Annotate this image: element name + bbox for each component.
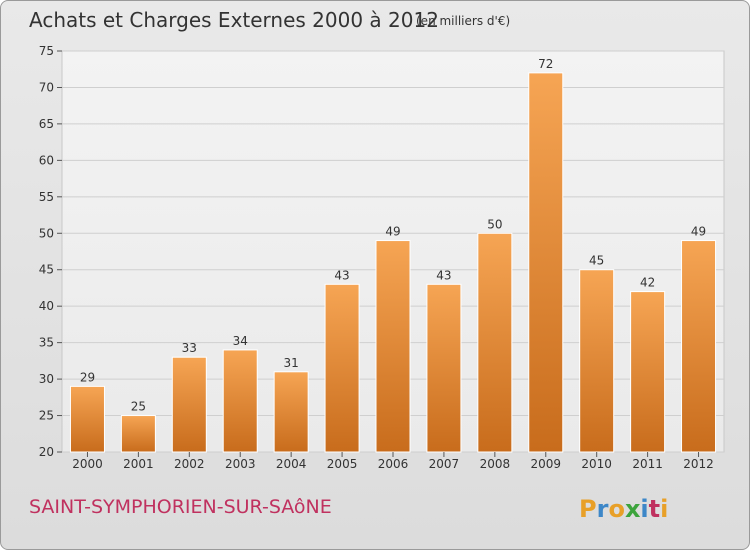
y-tick-label: 45 — [39, 263, 54, 277]
chart-title: Achats et Charges Externes 2000 à 2012 — [29, 8, 439, 32]
x-tick-label: 2005 — [327, 457, 358, 471]
y-tick-label: 70 — [39, 80, 54, 94]
bar-value-label: 33 — [182, 341, 197, 355]
bar — [426, 283, 462, 453]
logo-letter: r — [597, 495, 609, 523]
x-tick-label: 2003 — [225, 457, 256, 471]
bar-value-label: 72 — [538, 57, 553, 71]
y-tick-label: 20 — [39, 445, 54, 459]
y-axis: 20 25 30 35 40 45 50 55 60 65 70 75 — [39, 44, 62, 459]
x-axis: 2000 2001 2002 2003 2004 2005 2006 2007 2008 2009… — [72, 452, 714, 471]
y-tick-label: 75 — [39, 44, 54, 58]
bar-value-label: 34 — [233, 334, 248, 348]
bar-value-label: 31 — [284, 356, 299, 370]
bar — [681, 240, 717, 453]
bar — [222, 349, 258, 453]
y-tick-label: 40 — [39, 299, 54, 313]
bar — [171, 356, 207, 453]
bar-value-label: 49 — [385, 225, 400, 239]
logo-letter: t — [649, 495, 660, 523]
bar-value-label: 49 — [691, 225, 706, 239]
x-tick-label: 2006 — [378, 457, 409, 471]
x-tick-label: 2012 — [683, 457, 714, 471]
x-tick-label: 2007 — [429, 457, 460, 471]
chart-subtitle: (en milliers d'€) — [416, 14, 510, 28]
bar-value-label: 50 — [487, 217, 502, 231]
bar — [273, 371, 309, 453]
city-name: SAINT-SYMPHORIEN-SUR-SAôNE — [29, 496, 332, 518]
y-tick-label: 65 — [39, 117, 54, 131]
x-tick-label: 2001 — [123, 457, 154, 471]
y-tick-label: 50 — [39, 226, 54, 240]
bar — [120, 415, 156, 453]
x-tick-label: 2008 — [480, 457, 511, 471]
x-tick-label: 2004 — [276, 457, 307, 471]
y-tick-label: 60 — [39, 153, 54, 167]
x-tick-label: 2002 — [174, 457, 205, 471]
bar-value-label: 29 — [80, 370, 95, 384]
logo-letter: i — [660, 495, 668, 523]
x-tick-label: 2011 — [632, 457, 663, 471]
bar — [477, 232, 513, 453]
y-tick-label: 30 — [39, 372, 54, 386]
bar — [69, 385, 105, 453]
bar — [630, 291, 666, 453]
bar — [324, 283, 360, 453]
y-tick-label: 55 — [39, 190, 54, 204]
logo-letter: x — [625, 495, 641, 523]
logo-letter: P — [579, 495, 597, 523]
bar — [375, 240, 411, 453]
bar-value-label: 43 — [436, 268, 451, 282]
x-tick-label: 2010 — [581, 457, 612, 471]
bar-value-label: 45 — [589, 254, 604, 268]
proxiti-logo: Proxiti — [579, 495, 668, 523]
y-tick-label: 25 — [39, 409, 54, 423]
bar-value-label: 43 — [334, 268, 349, 282]
bar-value-label: 25 — [131, 400, 146, 414]
bar — [528, 72, 564, 453]
x-tick-label: 2009 — [530, 457, 561, 471]
logo-letter: i — [640, 495, 648, 523]
y-tick-label: 35 — [39, 336, 54, 350]
x-tick-label: 2000 — [72, 457, 103, 471]
bar-value-label: 42 — [640, 276, 655, 290]
logo-letter: o — [608, 495, 625, 523]
bar — [579, 269, 615, 453]
